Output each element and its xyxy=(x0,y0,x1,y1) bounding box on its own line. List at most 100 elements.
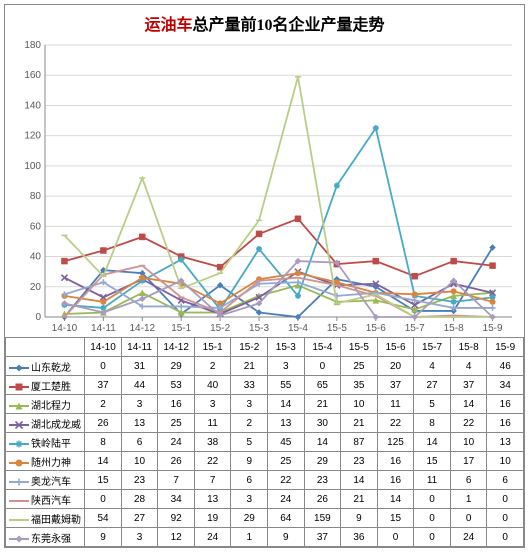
legend-value-cell: 9 xyxy=(341,509,378,528)
chart-title: 运油车总产量前10名企业产量走势 xyxy=(5,5,524,37)
legend-value-cell: 0 xyxy=(414,509,451,528)
legend-header-col: 15-1 xyxy=(194,338,231,357)
legend-value-cell: 4 xyxy=(414,357,451,376)
legend-value-cell: 29 xyxy=(304,452,341,471)
svg-text:15-1: 15-1 xyxy=(171,323,191,334)
svg-text:15-3: 15-3 xyxy=(249,323,269,334)
legend-data-table: 14-1014-1114-1215-115-215-315-415-515-61… xyxy=(5,337,524,547)
legend-series-name: 厦工楚胜 xyxy=(6,376,85,395)
legend-value-cell: 27 xyxy=(414,376,451,395)
legend-value-cell: 23 xyxy=(304,471,341,490)
legend-value-cell: 16 xyxy=(487,395,524,414)
legend-value-cell: 30 xyxy=(304,414,341,433)
legend-row: 湖北程力2316331421101151416 xyxy=(6,395,524,414)
legend-value-cell: 21 xyxy=(341,414,378,433)
legend-value-cell: 3 xyxy=(194,395,231,414)
legend-value-cell: 37 xyxy=(85,376,122,395)
legend-marker-icon xyxy=(9,420,29,430)
legend-header-col: 15-8 xyxy=(450,338,487,357)
legend-value-cell: 37 xyxy=(377,376,414,395)
legend-value-cell: 45 xyxy=(268,433,305,452)
legend-series-name: 铁岭陆平 xyxy=(6,433,85,452)
legend-value-cell: 53 xyxy=(158,376,195,395)
legend-label: 山东乾龙 xyxy=(31,363,71,374)
svg-text:40: 40 xyxy=(30,252,42,263)
svg-text:80: 80 xyxy=(30,191,42,202)
legend-series-name: 东莞永强 xyxy=(6,528,85,547)
legend-value-cell: 6 xyxy=(450,471,487,490)
svg-text:140: 140 xyxy=(24,100,41,111)
legend-value-cell: 9 xyxy=(85,528,122,547)
legend-header-col: 15-9 xyxy=(487,338,524,357)
legend-series-name: 湖北成龙威 xyxy=(6,414,85,433)
legend-header-col: 14-11 xyxy=(121,338,158,357)
legend-value-cell: 2 xyxy=(231,414,268,433)
legend-value-cell: 0 xyxy=(304,357,341,376)
legend-value-cell: 11 xyxy=(377,395,414,414)
legend-row: 奥龙汽车1523776222314161166 xyxy=(6,471,524,490)
legend-value-cell: 15 xyxy=(414,452,451,471)
legend-value-cell: 0 xyxy=(414,528,451,547)
legend-value-cell: 21 xyxy=(231,357,268,376)
legend-value-cell: 6 xyxy=(121,433,158,452)
legend-value-cell: 24 xyxy=(194,528,231,547)
legend-header-col: 15-4 xyxy=(304,338,341,357)
legend-value-cell: 28 xyxy=(121,490,158,509)
legend-value-cell: 25 xyxy=(158,414,195,433)
legend-value-cell: 0 xyxy=(487,528,524,547)
legend-value-cell: 44 xyxy=(121,376,158,395)
legend-header-blank xyxy=(6,338,85,357)
svg-text:120: 120 xyxy=(24,131,41,142)
svg-text:14-11: 14-11 xyxy=(91,323,116,334)
legend-value-cell: 8 xyxy=(85,433,122,452)
legend-value-cell: 14 xyxy=(341,471,378,490)
legend-label: 陕西汽车 xyxy=(31,496,71,507)
legend-series-name: 湖北程力 xyxy=(6,395,85,414)
legend-value-cell: 13 xyxy=(121,414,158,433)
legend-value-cell: 7 xyxy=(194,471,231,490)
legend-label: 湖北成龙威 xyxy=(31,420,81,431)
legend-label: 随州力神 xyxy=(31,458,71,469)
legend-value-cell: 20 xyxy=(377,357,414,376)
legend-value-cell: 14 xyxy=(268,395,305,414)
legend-series-name: 陕西汽车 xyxy=(6,490,85,509)
legend-value-cell: 4 xyxy=(450,357,487,376)
legend-marker-icon xyxy=(9,515,29,525)
legend-value-cell: 6 xyxy=(487,471,524,490)
legend-marker-icon xyxy=(9,477,29,487)
legend-label: 铁岭陆平 xyxy=(31,439,71,450)
legend-value-cell: 7 xyxy=(158,471,195,490)
legend-value-cell: 37 xyxy=(450,376,487,395)
legend-value-cell: 24 xyxy=(158,433,195,452)
legend-value-cell: 14 xyxy=(304,433,341,452)
legend-row: 湖北成龙威2613251121330212282216 xyxy=(6,414,524,433)
legend-value-cell: 0 xyxy=(487,490,524,509)
legend-value-cell: 125 xyxy=(377,433,414,452)
legend-value-cell: 1 xyxy=(231,528,268,547)
legend-value-cell: 65 xyxy=(304,376,341,395)
legend-value-cell: 0 xyxy=(377,528,414,547)
legend-marker-icon xyxy=(9,496,29,506)
legend-value-cell: 10 xyxy=(450,433,487,452)
legend-marker-icon xyxy=(9,382,29,392)
svg-text:15-5: 15-5 xyxy=(327,323,347,334)
legend-value-cell: 14 xyxy=(414,433,451,452)
legend-value-cell: 11 xyxy=(414,471,451,490)
legend-value-cell: 31 xyxy=(121,357,158,376)
legend-value-cell: 40 xyxy=(194,376,231,395)
legend-value-cell: 26 xyxy=(304,490,341,509)
legend-value-cell: 21 xyxy=(304,395,341,414)
legend-value-cell: 29 xyxy=(231,509,268,528)
title-red: 运油车 xyxy=(144,17,192,34)
legend-value-cell: 9 xyxy=(231,452,268,471)
legend-value-cell: 6 xyxy=(231,471,268,490)
legend-value-cell: 36 xyxy=(341,528,378,547)
legend-marker-icon xyxy=(9,534,29,544)
legend-row: 厦工楚胜374453403355653537273734 xyxy=(6,376,524,395)
legend-value-cell: 35 xyxy=(341,376,378,395)
legend-value-cell: 26 xyxy=(158,452,195,471)
legend-value-cell: 2 xyxy=(194,357,231,376)
legend-row: 东莞永强93122419373600240 xyxy=(6,528,524,547)
legend-value-cell: 54 xyxy=(85,509,122,528)
legend-row: 铁岭陆平8624385451487125141013 xyxy=(6,433,524,452)
